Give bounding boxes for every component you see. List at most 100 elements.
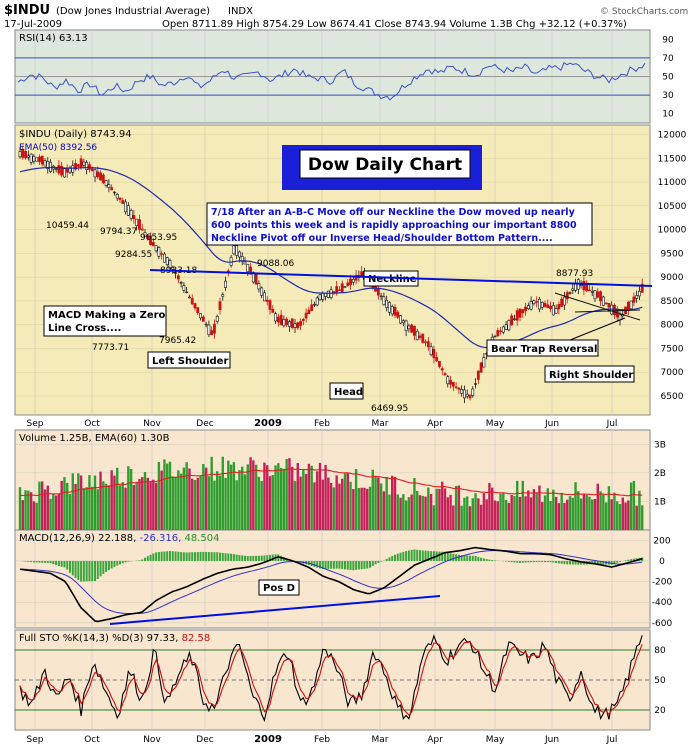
candle-body (54, 168, 58, 170)
macd-hist-bar (177, 551, 180, 561)
volume-bar (293, 480, 297, 530)
head-label: Head (334, 387, 363, 398)
volume-bar (563, 502, 566, 530)
sto-label: Full STO %K(14,3) %D(3) 97.33, 82.58 (19, 633, 210, 644)
candle-body (243, 261, 247, 265)
symbol-title: $INDU (4, 3, 50, 18)
volume-bar (68, 494, 72, 530)
volume-bar (285, 459, 288, 530)
price-label-8877: 8877.93 (556, 269, 593, 279)
candle-body (249, 266, 252, 275)
candle-body (229, 257, 233, 266)
macd-hist-bar (557, 560, 560, 564)
volume-bar (52, 493, 55, 530)
candle-body (521, 309, 525, 314)
candle-body (554, 308, 558, 314)
macd-hist-bar (538, 560, 541, 562)
candle-body (346, 282, 350, 286)
candle-body (607, 302, 611, 308)
price-label-9284: 9284.55 (115, 250, 152, 260)
macd-hist-bar (149, 554, 152, 561)
volume-bar (424, 496, 427, 530)
macd-hist-bar (494, 560, 496, 561)
volume-bar (182, 467, 186, 530)
volume-bar (446, 497, 449, 530)
macd-hist-bar (191, 552, 194, 561)
volume-bar (510, 495, 513, 530)
candle-body (376, 287, 380, 296)
candle-body (424, 341, 427, 343)
macd-hist-bar (188, 552, 191, 561)
left-shoulder-box (147, 351, 231, 369)
macd-hist-bar (96, 560, 99, 579)
macd-hist-bar (60, 560, 63, 567)
macd-hist-bar (632, 558, 635, 561)
volume-bar (88, 475, 91, 530)
macd-hist-bar (516, 560, 519, 563)
candle-body (613, 305, 616, 316)
candle-body (596, 291, 600, 298)
macd-hist-bar (271, 554, 274, 561)
volume-bar (177, 470, 180, 530)
macd-hist-bar (249, 555, 252, 561)
candle-body (460, 389, 464, 394)
x-tick-label: Jul (606, 735, 618, 745)
bear-trap-box (486, 339, 599, 357)
x-tick-label: Mar (372, 735, 389, 745)
candle-body (93, 169, 97, 178)
volume-bar (379, 483, 383, 530)
macd-hist-bar (580, 560, 583, 565)
volume-bar (157, 462, 161, 530)
volume-bar (166, 463, 169, 530)
macd-hist-bar (424, 550, 427, 561)
x-tick-label: Sep (27, 735, 44, 745)
candle-body (201, 316, 205, 322)
macd-hist-bar (199, 551, 202, 561)
candle-body (618, 314, 622, 321)
volume-bar (366, 488, 369, 530)
volume-bar (232, 462, 236, 530)
volume-bar (238, 470, 241, 530)
candle-body (204, 323, 208, 326)
right-shoulder-label: Right Shoulder (549, 370, 633, 381)
x-tick-label: Oct (84, 419, 100, 429)
volume-bar (368, 486, 372, 530)
candle-body (601, 296, 605, 306)
macd-hist-bar (574, 560, 577, 565)
volume-bar (246, 464, 249, 530)
macd-hist-bar (449, 553, 452, 561)
macd-hist-bar (69, 560, 71, 573)
macd-hist-bar (469, 555, 471, 561)
candle-body (635, 295, 639, 299)
macd-hist-bar (619, 560, 621, 562)
candle-body (340, 283, 344, 293)
rsi-tick-label: 30 (662, 91, 674, 101)
x-tick-label: Feb (314, 419, 330, 429)
exchange-label: INDX (228, 6, 253, 17)
candle-body (276, 316, 280, 323)
macd-hist-bar (602, 560, 605, 565)
volume-bar (574, 482, 577, 530)
volume-bar (460, 505, 463, 530)
candle-body (465, 393, 469, 397)
volume-bar (271, 475, 274, 530)
candle-body (171, 267, 175, 270)
volume-bar (532, 489, 536, 530)
volume-bar (382, 491, 386, 530)
macd-hist-bar (266, 555, 269, 561)
candle-body (99, 172, 102, 181)
macd-tick-label: -400 (652, 598, 673, 608)
volume-bar (43, 489, 47, 530)
price-tick-label: 9500 (661, 249, 684, 259)
bear-trap-pointer (569, 317, 626, 341)
price-label-9088: 9088.06 (257, 259, 294, 269)
macd-hist-bar (66, 560, 69, 570)
macd-hist-bar (313, 560, 316, 567)
volume-bar (249, 457, 252, 530)
sto-d-line (19, 641, 643, 716)
candle-body (188, 296, 191, 299)
candle-body (599, 291, 602, 302)
candle-body (176, 275, 180, 280)
volume-bar (385, 477, 388, 530)
macd-hist-bar (369, 560, 371, 568)
